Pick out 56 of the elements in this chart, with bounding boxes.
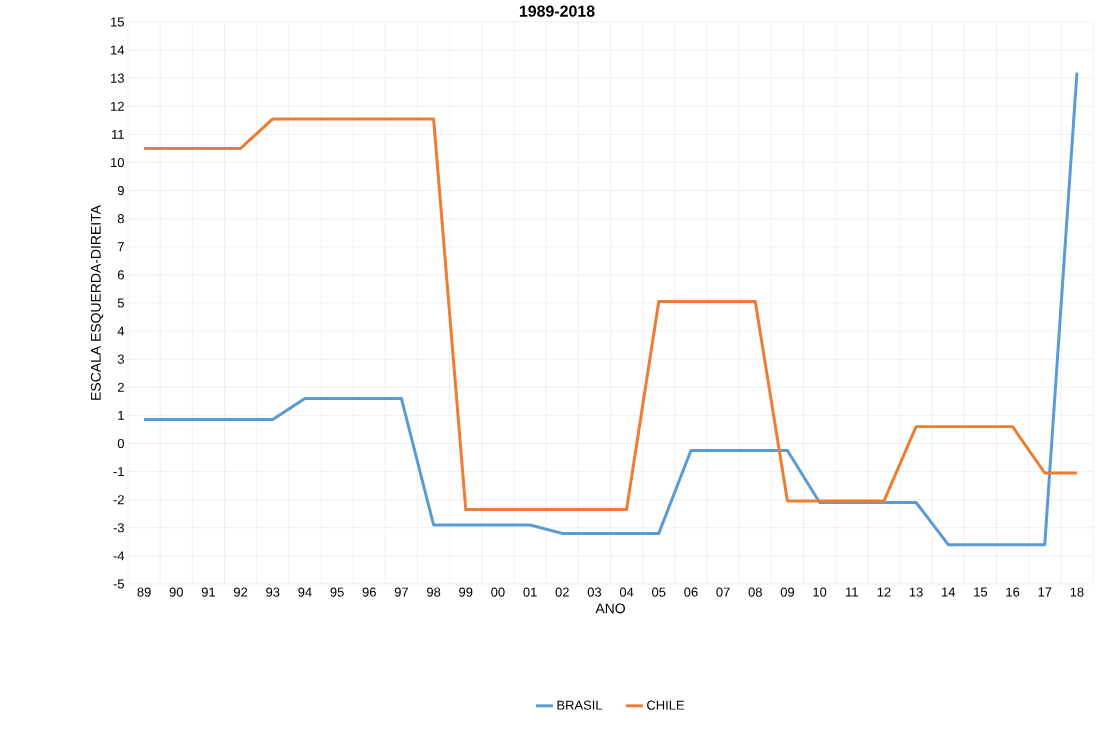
y-tick-label: -5: [113, 579, 124, 589]
x-tick-label: 01: [523, 587, 537, 597]
y-tick-label: 9: [117, 186, 124, 196]
x-tick-label: 95: [330, 587, 344, 597]
x-tick-label: 96: [362, 587, 376, 597]
x-tick-label: 13: [909, 587, 923, 597]
x-tick-label: 04: [619, 587, 634, 597]
x-tick-label: 15: [974, 587, 988, 597]
legend-label: BRASIL: [557, 700, 603, 710]
x-tick-label: 09: [780, 587, 795, 597]
y-tick-label: 10: [111, 157, 124, 168]
y-tick-label: 5: [117, 298, 124, 308]
y-tick-label: -3: [113, 523, 124, 533]
y-tick-label: 0: [117, 438, 124, 449]
y-tick-label: 8: [117, 214, 124, 224]
y-tick-label: 11: [112, 129, 124, 139]
y-tick-label: 14: [111, 45, 125, 55]
x-tick-label: 90: [169, 587, 183, 597]
y-tick-label: 15: [111, 17, 124, 27]
y-tick-label: 12: [111, 101, 124, 111]
x-tick-label: 12: [877, 587, 891, 597]
x-tick-label: 11: [846, 587, 858, 597]
x-tick-label: 94: [298, 587, 312, 597]
x-tick-label: 89: [137, 587, 151, 597]
y-tick-label: 2: [117, 382, 124, 392]
x-tick-label: 18: [1070, 587, 1084, 597]
y-tick-label: -2: [113, 495, 124, 505]
x-tick-label: 97: [394, 587, 408, 597]
x-tick-label: 07: [716, 587, 730, 597]
y-tick-label: 4: [117, 326, 125, 336]
x-tick-label: 03: [587, 587, 602, 597]
y-tick-label: -1: [113, 467, 124, 477]
x-tick-label: 08: [748, 587, 762, 597]
y-tick-label: 3: [117, 354, 124, 364]
x-tick-label: 02: [555, 587, 569, 597]
x-tick-label: 98: [427, 587, 441, 597]
legend-label: CHILE: [647, 700, 685, 710]
x-tick-label: 92: [234, 587, 248, 597]
x-axis-title: ANO: [595, 603, 625, 614]
x-tick-label: 91: [201, 587, 215, 597]
y-tick-label: 1: [118, 410, 124, 420]
y-tick-label: 7: [117, 242, 124, 252]
x-tick-label: 00: [491, 587, 505, 597]
x-tick-label: 16: [1006, 587, 1020, 597]
x-tick-label: 93: [266, 587, 280, 597]
y-tick-label: -4: [113, 551, 125, 561]
x-tick-label: 06: [684, 587, 698, 597]
x-tick-label: 14: [942, 587, 956, 597]
chart-title: 1989-2018: [519, 5, 595, 17]
y-tick-label: 6: [117, 270, 124, 280]
x-tick-label: 17: [1038, 587, 1052, 597]
x-tick-label: 99: [459, 587, 473, 597]
x-tick-label: 05: [652, 587, 666, 597]
y-axis-title: ESCALA ESQUERDA-DIREITA: [90, 205, 104, 400]
y-tick-label: 13: [111, 73, 124, 83]
x-tick-label: 10: [813, 587, 827, 597]
